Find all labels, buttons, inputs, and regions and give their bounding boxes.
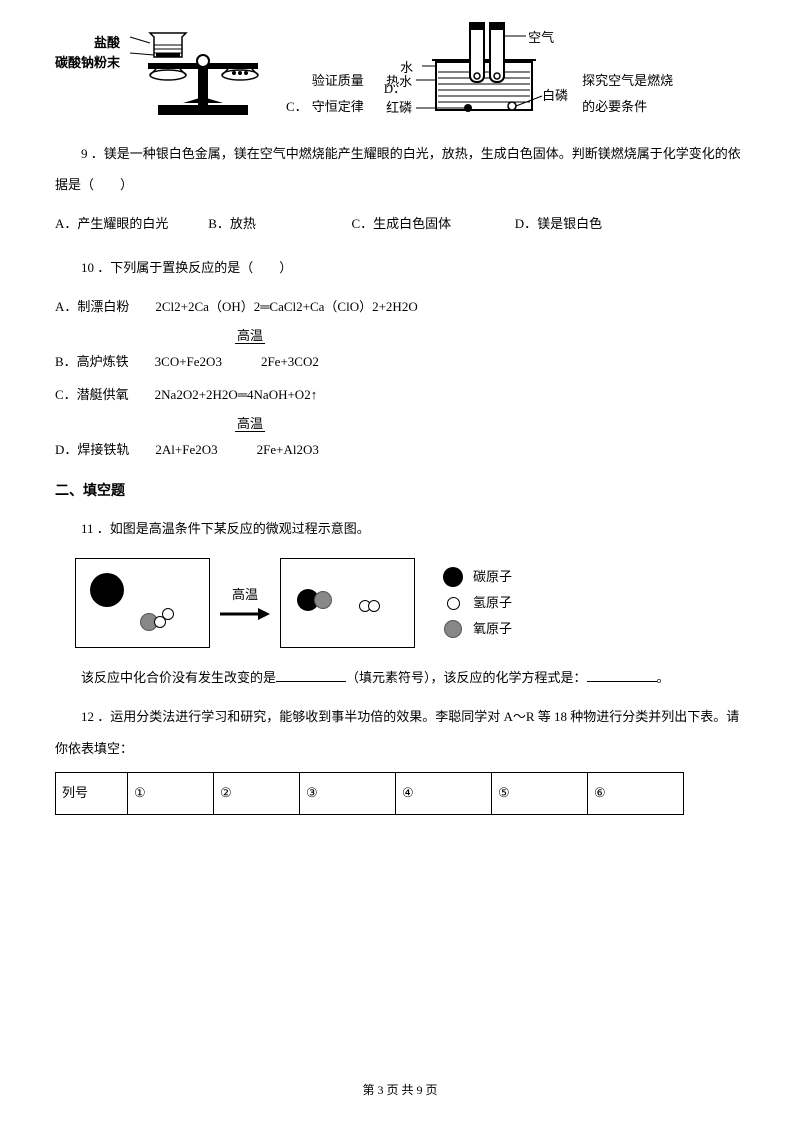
label-hcl: 盐酸: [55, 33, 120, 53]
blank-1[interactable]: [276, 668, 346, 682]
q9-options: A．产生耀眼的白光 B．放热 C．生成白色固体 D．镁是银白色: [55, 208, 745, 239]
q10-cond-1: 高温: [235, 328, 745, 344]
arrow-label: 高温: [220, 585, 270, 606]
q9-opt-c: C．生成白色固体: [352, 208, 512, 239]
reaction-arrow: 高温: [220, 585, 270, 622]
table-cell: ⑤: [492, 772, 588, 814]
options-c-d-row: 盐酸 碳酸钠粉末 C．: [55, 20, 745, 120]
legend-hydrogen-label: 氢原子: [473, 590, 512, 616]
carbon-atom-icon: [90, 573, 124, 607]
legend-carbon-label: 碳原子: [473, 564, 512, 590]
table-cell: ①: [128, 772, 214, 814]
table-cell: ⑥: [588, 772, 684, 814]
label-hotwater: 热水: [386, 72, 412, 93]
blank-2[interactable]: [587, 668, 657, 682]
c-cap2: 守恒定律: [312, 99, 364, 114]
diagram-c-balance: [128, 25, 278, 120]
products-box: [280, 558, 415, 648]
table-cell: ③: [300, 772, 396, 814]
legend-hydrogen: 氢原子: [443, 590, 512, 616]
q10-cond-2: 高温: [235, 416, 745, 432]
legend-oxygen: 氧原子: [443, 616, 512, 642]
option-d-caption: 探究空气是燃烧 的必要条件: [582, 68, 673, 120]
water-molecule-icon: [140, 611, 174, 632]
balance-scale-icon: [128, 25, 278, 120]
q9-opt-a: A．产生耀眼的白光: [55, 208, 205, 239]
option-c-text: C．: [286, 94, 308, 120]
table-row: 列号 ① ② ③ ④ ⑤ ⑥: [56, 772, 684, 814]
q11-reaction-diagram: 高温 碳原子 氢原子 氧原子: [75, 558, 745, 648]
option-c-caption: 验证质量 守恒定律: [312, 68, 364, 120]
q10-opt-c: C．潜艇供氧 2Na2O2+2H2O═4NaOH+O2↑: [55, 379, 745, 410]
right-arrow-icon: [220, 606, 270, 622]
reactants-box: [75, 558, 210, 648]
option-c-letter: C．: [286, 99, 308, 114]
c-cap1: 验证质量: [312, 73, 364, 88]
label-redp: 红磷: [386, 98, 412, 119]
q11-t1: 该反应中化合价没有发生改变的是: [81, 670, 276, 685]
atom-legend: 碳原子 氢原子 氧原子: [443, 564, 512, 642]
label-na2co3: 碳酸钠粉末: [55, 53, 120, 73]
label-air: 空气: [528, 28, 554, 49]
q10-opt-b: B．高炉炼铁 3CO+Fe2O3 2Fe+3CO2: [55, 346, 745, 377]
q10-stem: 10 ．下列属于置换反应的是（ ）: [55, 252, 745, 283]
q9-opt-d: D．镁是银白色: [515, 208, 602, 239]
table-header-col: 列号: [56, 772, 128, 814]
co-molecule-icon: [297, 589, 332, 611]
legend-oxygen-label: 氧原子: [473, 616, 512, 642]
diagram-d-combustion: 水 热水 红磷 空气 白磷: [414, 20, 574, 120]
q11-stem: 11 ．如图是高温条件下某反应的微观过程示意图。: [55, 513, 745, 544]
page-footer: 第 3 页 共 9 页: [0, 1081, 800, 1100]
cond-text-1: 高温: [235, 328, 265, 344]
q11-t3: 。: [657, 670, 670, 685]
label-whitep: 白磷: [542, 86, 568, 107]
q11-tail: 该反应中化合价没有发生改变的是 （填元素符号），该反应的化学方程式是： 。: [55, 662, 745, 693]
q10-opt-a: A．制漂白粉 2Cl2+2Ca（OH）2═CaCl2+Ca（ClO）2+2H2O: [55, 291, 745, 322]
d-cap1: 探究空气是燃烧: [582, 73, 673, 88]
cond-text-2: 高温: [235, 416, 265, 432]
q11-t2: （填元素符号），该反应的化学方程式是：: [346, 670, 587, 685]
table-cell: ④: [396, 772, 492, 814]
q9-stem: 9 ．镁是一种银白色金属，镁在空气中燃烧能产生耀眼的白光，放热，生成白色固体。判…: [55, 138, 745, 200]
table-cell: ②: [214, 772, 300, 814]
q10-opt-d: D．焊接铁轨 2Al+Fe2O3 2Fe+Al2O3: [55, 434, 745, 465]
legend-carbon: 碳原子: [443, 564, 512, 590]
q9-opt-b: B．放热: [208, 208, 348, 239]
section-2-heading: 二、填空题: [55, 481, 745, 503]
h2-molecule-icon: [359, 595, 380, 616]
d-cap2: 的必要条件: [582, 99, 647, 114]
q12-table: 列号 ① ② ③ ④ ⑤ ⑥: [55, 772, 684, 815]
diagram-c-labels: 盐酸 碳酸钠粉末: [55, 33, 120, 120]
q12-stem: 12 ．运用分类法进行学习和研究，能够收到事半功倍的效果。李聪同学对 A～R 等…: [55, 701, 745, 763]
